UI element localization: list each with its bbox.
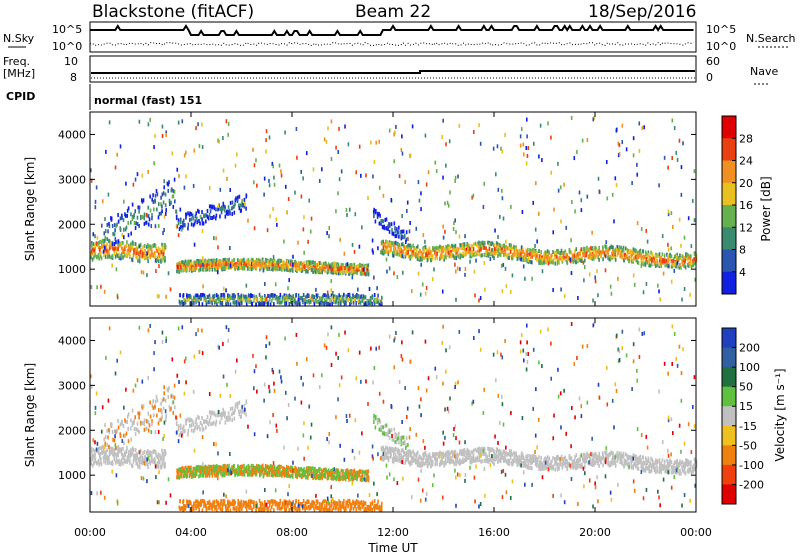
colorbar-swatch	[722, 249, 736, 273]
x-tick-label: 20:00	[579, 526, 611, 539]
freq-tick-bottom: 8	[70, 71, 77, 84]
freq-series-line	[91, 70, 695, 74]
colorbar-swatch	[722, 484, 736, 505]
colorbar-swatch	[722, 116, 736, 139]
colorbar-tick-label: 4	[739, 266, 746, 279]
power-colorbar: 4 8 12 16 20 24 28	[721, 115, 753, 295]
colorbar-tick-label: -50	[739, 439, 757, 452]
beam-title: Beam 22	[355, 2, 431, 22]
colorbar-tick-label: 12	[739, 221, 753, 234]
colorbar-tick-label: 50	[739, 381, 753, 394]
nsky-tick-top: 10^5	[52, 23, 82, 36]
nave-label: Nave	[750, 65, 778, 78]
freq-label: Freq.	[3, 55, 30, 68]
colorbar-swatch	[722, 347, 736, 368]
colorbar-swatch	[722, 160, 736, 184]
x-axis-tick-labels: 00:00 04:00 08:00 12:00 16:00 20:00 00:00	[74, 526, 712, 539]
cpid-value: normal (fast) 151	[94, 94, 202, 107]
colorbar-swatch	[722, 138, 736, 161]
colorbar-swatch	[722, 386, 736, 407]
colorbar-tick-label: -15	[739, 420, 757, 433]
x-tick-label: 04:00	[175, 526, 207, 539]
station-title: Blackstone (fitACF)	[92, 2, 254, 22]
nave-tick-bottom: 0	[706, 71, 713, 84]
colorbar-tick-label: 15	[739, 400, 753, 413]
nsearch-label: N.Search	[746, 32, 796, 45]
nave-tick-top: 60	[706, 55, 720, 68]
y-tick-label: 2000	[58, 424, 86, 437]
colorbar-tick-label: 16	[739, 199, 753, 212]
y-tick-label: 3000	[58, 173, 86, 186]
y-tick-label: 1000	[58, 469, 86, 482]
colorbar-swatch	[722, 406, 736, 427]
nsky-series-line	[90, 24, 694, 36]
freq-panel-frame	[89, 55, 697, 83]
freq-tick-top: 10	[64, 55, 78, 68]
colorbar-swatch	[722, 205, 736, 228]
colorbar-frame	[721, 327, 737, 505]
x-tick-label: 00:00	[74, 526, 106, 539]
power-heatmap	[90, 115, 698, 307]
power-axes: 1000 2000 3000 4000	[58, 112, 697, 306]
colorbar-tick-label: 100	[739, 361, 760, 374]
x-axis-label: Time UT	[367, 541, 418, 554]
colorbar-swatch	[722, 445, 736, 466]
velocity-ylabel: Slant Range [km]	[23, 363, 37, 467]
nsky-tick-bottom: 10^0	[52, 40, 82, 53]
nsearch-tick-top: 10^5	[706, 23, 736, 36]
y-tick-label: 4000	[58, 128, 86, 141]
x-tick-label: 08:00	[276, 526, 308, 539]
colorbar-swatch	[722, 328, 736, 349]
velocity-colorbar-label: Velocity [m s⁻¹]	[773, 368, 787, 461]
nsky-label: N.Sky	[3, 32, 35, 45]
x-tick-label: 00:00	[680, 526, 712, 539]
colorbar-tick-label: 20	[739, 177, 753, 190]
colorbar-swatch	[722, 182, 736, 206]
velocity-heatmap	[90, 321, 698, 513]
colorbar-swatch	[722, 425, 736, 446]
y-tick-label: 2000	[58, 218, 86, 231]
colorbar-tick-label: -100	[739, 459, 764, 472]
power-colorbar-label: Power [dB]	[759, 176, 773, 241]
freq-unit: [MHz]	[3, 67, 35, 80]
y-tick-label: 4000	[58, 334, 86, 347]
colorbar-tick-label: -200	[739, 478, 764, 491]
date-title: 18/Sep/2016	[588, 2, 696, 22]
nsearch-series-line	[89, 41, 694, 47]
power-ylabel: Slant Range [km]	[23, 157, 37, 261]
colorbar-tick-label: 28	[739, 132, 753, 145]
colorbar-tick-label: 24	[739, 155, 753, 168]
y-tick-label: 3000	[58, 379, 86, 392]
colorbar-swatch	[722, 464, 736, 485]
colorbar-swatch	[722, 227, 736, 250]
colorbar-tick-label: 8	[739, 244, 746, 257]
x-tick-label: 16:00	[478, 526, 510, 539]
cpid-label: CPID	[6, 90, 35, 103]
velocity-axes: 1000 2000 3000 4000	[58, 318, 697, 512]
y-tick-label: 1000	[58, 263, 86, 276]
colorbar-tick-label: 200	[739, 342, 760, 355]
nsky-panel-frame	[89, 21, 697, 53]
colorbar-swatch	[722, 367, 736, 388]
x-tick-label: 12:00	[377, 526, 409, 539]
colorbar-swatch	[722, 271, 736, 295]
nsearch-tick-bottom: 10^0	[706, 40, 736, 53]
velocity-colorbar: 200 100 50 15 -15 -50 -100 -200	[721, 327, 764, 505]
